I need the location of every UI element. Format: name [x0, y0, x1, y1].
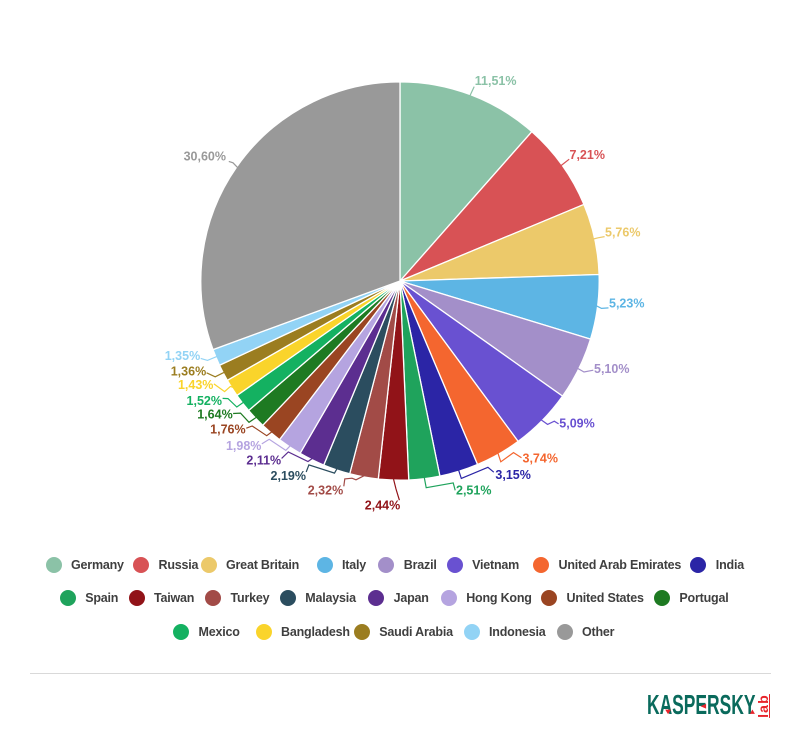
svg-text:1,98%: 1,98% [226, 439, 261, 453]
svg-text:5,10%: 5,10% [594, 362, 629, 376]
svg-text:3,74%: 3,74% [523, 451, 558, 465]
svg-text:1,64%: 1,64% [197, 408, 232, 422]
svg-text:1,35%: 1,35% [165, 349, 200, 363]
svg-text:7,21%: 7,21% [570, 148, 605, 162]
svg-text:1,52%: 1,52% [187, 394, 222, 408]
svg-text:5,23%: 5,23% [609, 296, 644, 310]
svg-text:1,76%: 1,76% [210, 423, 245, 437]
svg-text:1,36%: 1,36% [171, 364, 206, 378]
svg-text:5,09%: 5,09% [559, 417, 594, 431]
svg-text:5,76%: 5,76% [605, 226, 640, 240]
svg-text:1,43%: 1,43% [178, 378, 213, 392]
svg-text:2,44%: 2,44% [365, 499, 400, 513]
svg-text:2,32%: 2,32% [308, 483, 343, 497]
svg-text:3,15%: 3,15% [495, 468, 530, 482]
svg-text:30,60%: 30,60% [184, 150, 226, 164]
svg-text:2,51%: 2,51% [456, 483, 491, 497]
svg-text:2,19%: 2,19% [271, 469, 306, 483]
svg-text:2,11%: 2,11% [246, 454, 281, 468]
svg-text:11,51%: 11,51% [475, 74, 517, 88]
